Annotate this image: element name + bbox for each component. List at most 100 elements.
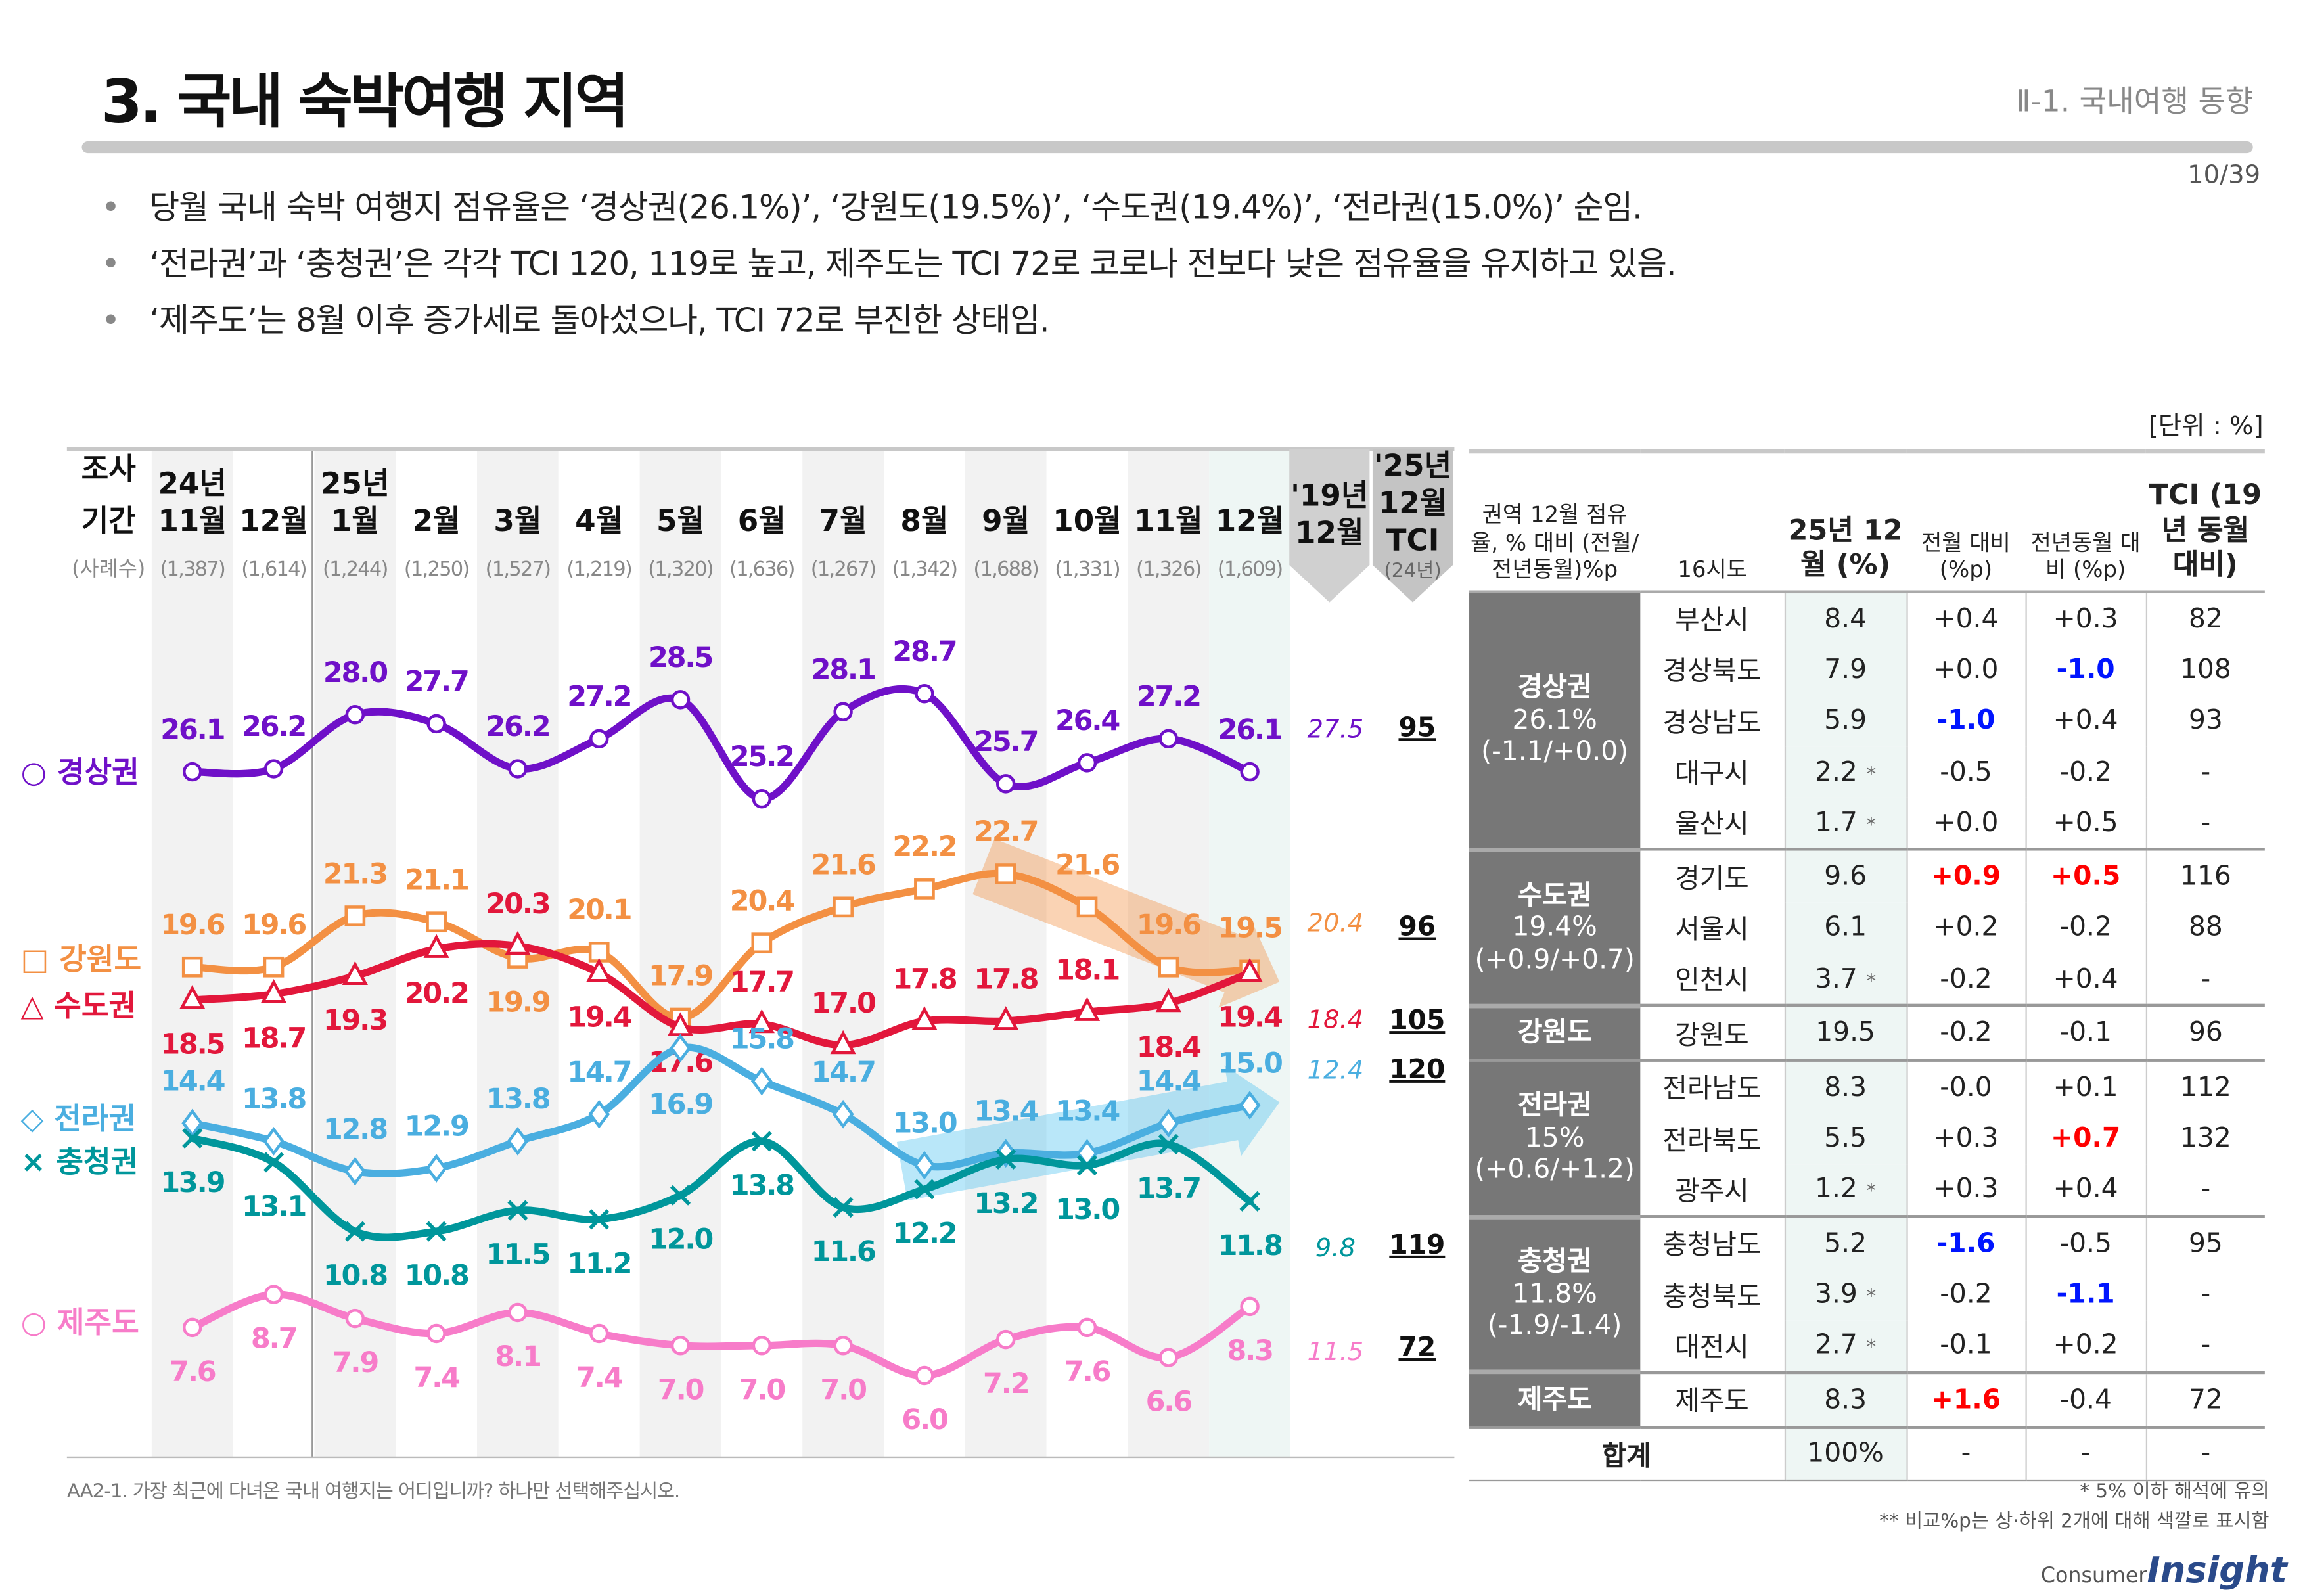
ref-2019-value: 18.4: [1308, 1005, 1364, 1035]
mom-cell: -0.0: [1906, 1060, 2026, 1113]
diamond-marker: [1157, 1108, 1179, 1138]
month-label: 8월: [900, 503, 948, 538]
circle-marker: [263, 759, 284, 779]
sample-label: (사례수): [72, 557, 145, 581]
month-label: 2월: [413, 503, 461, 538]
square-marker: [833, 896, 854, 918]
tci-cell: 88: [2145, 902, 2265, 953]
sample-size: (1,527): [486, 558, 551, 581]
circle-marker: [426, 714, 446, 734]
month-label: 4월: [575, 503, 623, 538]
mom-cell: -0.2: [1906, 1005, 2026, 1062]
table-row: 대구시 2.2 * -0.5 -0.2-: [1469, 746, 2265, 798]
diamond-marker: [425, 1154, 447, 1183]
table-row: 대전시 2.7 * -0.1 +0.2-: [1469, 1319, 2265, 1375]
column-stripe: [1046, 449, 1128, 1457]
sample-size: (1,688): [973, 558, 1038, 581]
share-cell: 1.7 *: [1783, 797, 1907, 852]
data-label: 7.9: [332, 1346, 378, 1379]
bullet-item: • ‘전라권’과 ‘충청권’은 각각 TCI 120, 119로 높고, 제주도는…: [101, 246, 1677, 285]
circle-marker: [345, 705, 365, 725]
data-label: 28.0: [323, 656, 387, 689]
data-label: 21.1: [405, 863, 468, 896]
share-cell: 1.2 *: [1783, 1164, 1907, 1218]
data-label: 26.4: [1055, 704, 1119, 737]
table-row: 울산시 1.7 * +0.0 +0.5-: [1469, 797, 2265, 852]
yoy-cell: -0.2: [2024, 902, 2146, 953]
circle-marker: [670, 1336, 691, 1356]
triangle-marker: [993, 1006, 1019, 1030]
diamond-marker: [507, 1127, 529, 1156]
series-line: [189, 685, 1254, 803]
data-label: 13.2: [974, 1187, 1038, 1220]
share-cell: 6.1: [1783, 902, 1907, 953]
data-label: 8.1: [495, 1340, 540, 1373]
x-marker: [344, 1221, 365, 1242]
city-cell: 부산시: [1675, 605, 1749, 637]
column-stripe: [802, 449, 884, 1457]
circle-marker: [752, 789, 772, 809]
data-label: 11.5: [486, 1239, 549, 1271]
data-label: 12.0: [649, 1223, 712, 1256]
low-sample-mark: *: [1866, 1337, 1877, 1360]
month-label: 10월: [1053, 503, 1122, 538]
series-line: [189, 1134, 1254, 1241]
ref-2019-value: 27.5: [1308, 715, 1364, 744]
month-label: 12월: [239, 503, 308, 538]
bullet-item: • 당월 국내 숙박 여행지 점유율은 ‘경상권(26.1%)’, ‘강원도(19…: [101, 190, 1643, 228]
sample-size: (1,636): [729, 558, 794, 581]
data-label: 8.3: [1227, 1334, 1272, 1367]
low-sample-mark: *: [1866, 764, 1877, 787]
table-header-cell: 16시도: [1677, 557, 1747, 583]
data-label: 19.4: [1218, 1001, 1282, 1034]
trend-arrow-up: [896, 1065, 1280, 1201]
region-group-label: 수도권: [1517, 879, 1592, 911]
mom-cell: +0.0: [1906, 644, 2026, 696]
data-label: 7.4: [413, 1361, 459, 1394]
circle-marker: [915, 684, 934, 704]
circle-marker: [426, 1323, 446, 1344]
mom-cell: -1.0: [1906, 695, 2026, 746]
month-label: 11월: [158, 503, 227, 538]
sample-size: (1,609): [1218, 558, 1283, 581]
data-label: 26.2: [242, 710, 306, 743]
tci-label: 12월: [1379, 486, 1448, 520]
square-marker: [751, 932, 773, 954]
mom-cell: -0.2: [1906, 1269, 2026, 1320]
series-충청권: [189, 1134, 1254, 1241]
sample-size: (1,250): [404, 558, 469, 581]
tci-label: '25년: [1374, 448, 1451, 483]
low-sample-mark: *: [1866, 970, 1877, 993]
diamond-marker: [588, 1099, 610, 1129]
data-label: 19.4: [567, 1001, 631, 1034]
total-share: 100%: [1783, 1427, 1907, 1482]
low-sample-mark: *: [1866, 1181, 1877, 1204]
data-label: 19.6: [242, 909, 306, 942]
region-group-cell: 수도권 19.4% (+0.9/+0.7): [1469, 850, 1641, 1009]
data-label: 28.1: [811, 653, 875, 686]
section-label: Ⅱ-1. 국내여행 동향: [2016, 83, 2253, 120]
square-marker: [426, 911, 447, 933]
mom-cell: +0.0: [1906, 797, 2026, 852]
ref-2019-label: 12월: [1295, 515, 1364, 550]
data-label: 13.0: [1055, 1193, 1119, 1226]
share-cell: 19.5: [1783, 1005, 1907, 1062]
triangle-marker: [342, 961, 368, 986]
circle-marker: [183, 1317, 202, 1338]
city-cell: 울산시: [1640, 797, 1785, 852]
series-line: [189, 940, 1254, 1049]
legend-경상권: ○ 경상권: [21, 754, 139, 789]
tci-header-bg: [1372, 449, 1453, 603]
question-footnote: AA2-1. 가장 최근에 다녀온 국내 여행지는 어디입니까? 하나만 선택해…: [66, 1481, 680, 1504]
table-row: 서울시 6.1 +0.2 -0.2 88: [1469, 902, 2265, 953]
x-marker: [670, 1185, 691, 1206]
data-label: 14.7: [567, 1056, 631, 1089]
tci-cell: -: [2145, 797, 2265, 852]
data-label: 7.0: [739, 1373, 785, 1406]
triangle-marker: [423, 934, 449, 958]
tci-cell: 116: [2145, 850, 2265, 903]
circle-marker: [833, 702, 853, 721]
x-marker: [182, 1128, 203, 1149]
consumer-insight-logo: ConsumerInsight: [2041, 1549, 2287, 1591]
month-label: 3월: [493, 503, 541, 538]
